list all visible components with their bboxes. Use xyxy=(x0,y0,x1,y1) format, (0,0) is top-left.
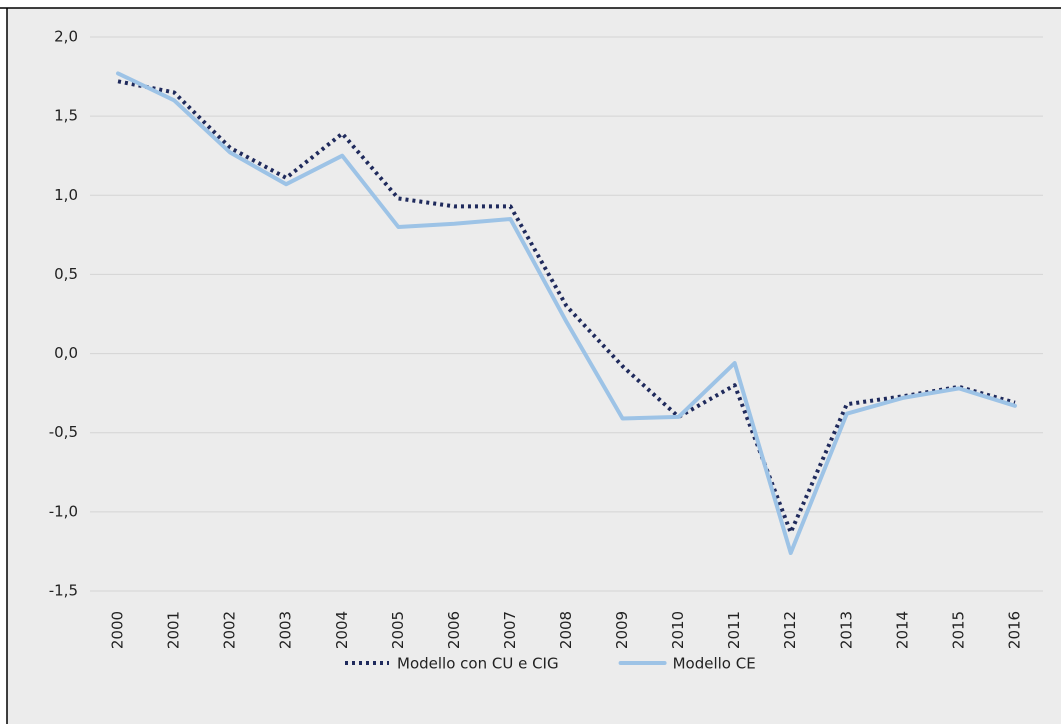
x-tick-label: 2008 xyxy=(557,611,575,649)
x-tick-label: 2006 xyxy=(445,611,463,649)
x-tick-label: 2007 xyxy=(501,611,519,649)
y-tick-label: 0,0 xyxy=(54,344,78,362)
x-tick-label: 2014 xyxy=(893,611,911,649)
y-tick-label: -1,0 xyxy=(49,502,78,520)
x-tick-label: 2013 xyxy=(837,611,855,649)
y-tick-label: 1,0 xyxy=(54,186,78,204)
chart-background xyxy=(7,8,1061,724)
x-tick-label: 2001 xyxy=(165,611,183,649)
x-tick-label: 2000 xyxy=(109,611,127,649)
x-tick-label: 2005 xyxy=(389,611,407,649)
x-tick-label: 2003 xyxy=(277,611,295,649)
x-tick-label: 2009 xyxy=(613,611,631,649)
x-tick-label: 2004 xyxy=(333,611,351,649)
data-line xyxy=(117,79,1016,535)
x-tick-label: 2010 xyxy=(669,611,687,649)
x-tick-label: 2002 xyxy=(221,611,239,649)
data-line xyxy=(116,71,1017,556)
y-tick-label: 0,5 xyxy=(54,265,78,283)
x-tick-label: 2012 xyxy=(781,611,799,649)
y-tick-label: -1,5 xyxy=(49,582,78,600)
y-tick-label: -0,5 xyxy=(49,423,78,441)
x-tick-label: 2011 xyxy=(725,611,743,649)
legend-label: Modello CE xyxy=(673,655,756,673)
legend-label: Modello con CU e CIG xyxy=(397,655,559,673)
y-tick-label: 2,0 xyxy=(54,28,78,46)
y-tick-label: 1,5 xyxy=(54,107,78,125)
x-tick-label: 2016 xyxy=(1005,611,1023,649)
x-tick-label: 2015 xyxy=(949,611,967,649)
